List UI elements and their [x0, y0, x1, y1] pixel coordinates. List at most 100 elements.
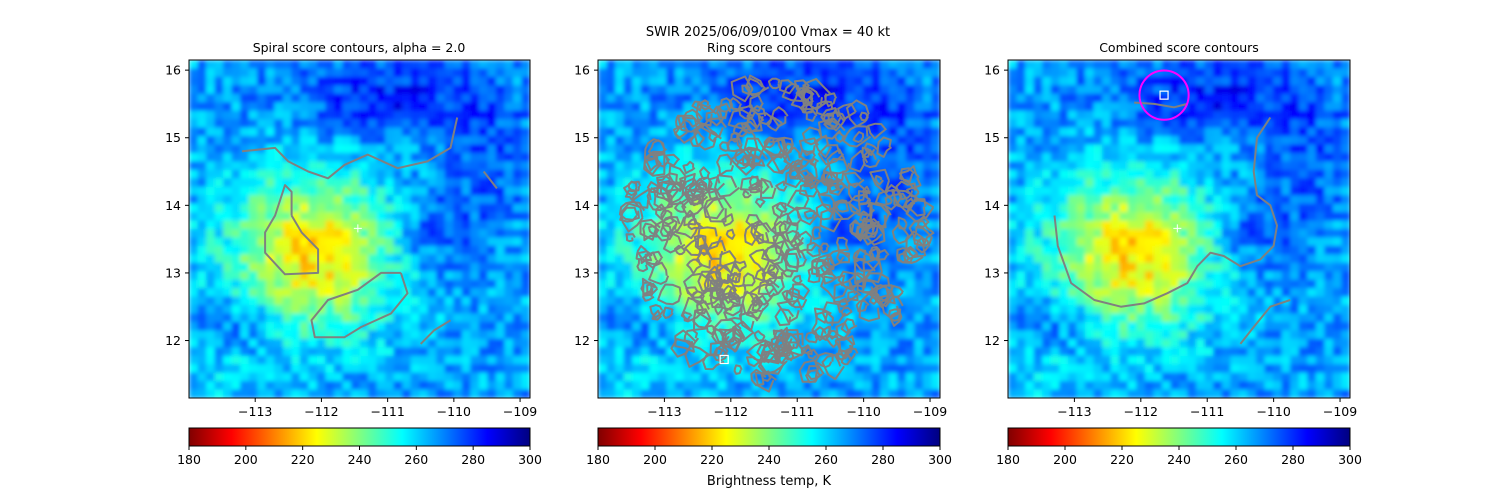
heatmap-cell: [1025, 305, 1035, 315]
heatmap-cell: [1196, 254, 1206, 264]
heatmap-cell: [1290, 220, 1300, 230]
heatmap-cell: [1298, 262, 1308, 272]
heatmap-cell: [376, 338, 386, 348]
heatmap-cell: [700, 372, 710, 382]
markers: [353, 224, 362, 233]
heatmap-cell: [820, 389, 830, 398]
heatmap-cell: [1230, 313, 1240, 323]
heatmap-cell: [376, 93, 386, 103]
heatmap-cell: [274, 229, 284, 239]
heatmap-cell: [1102, 254, 1112, 264]
heatmap-cell: [1315, 152, 1325, 162]
heatmap-cell: [419, 93, 429, 103]
heatmap-cell: [436, 195, 446, 205]
heatmap-cell: [769, 288, 779, 298]
heatmap-cell: [282, 144, 292, 154]
heatmap-cell: [419, 229, 429, 239]
heatmap-cell: [598, 220, 608, 230]
heatmap-cell: [1298, 220, 1308, 230]
heatmap-cell: [709, 237, 719, 247]
heatmap-cell: [1170, 76, 1180, 86]
heatmap-cell: [623, 60, 633, 70]
heatmap-cell: [666, 220, 676, 230]
heatmap-cell: [461, 102, 471, 112]
heatmap-cell: [444, 203, 454, 213]
heatmap-cell: [897, 305, 907, 315]
heatmap-cell: [1127, 229, 1137, 239]
heatmap-cell: [231, 279, 241, 289]
heatmap-cell: [914, 144, 924, 154]
contour-line: [708, 190, 719, 200]
heatmap-cell: [419, 203, 429, 213]
heatmap-cell: [931, 245, 940, 255]
heatmap-cell: [1170, 212, 1180, 222]
heatmap-cell: [1042, 68, 1052, 78]
heatmap-cell: [1281, 169, 1291, 179]
heatmap-cell: [240, 347, 250, 357]
heatmap-cell: [777, 262, 787, 272]
heatmap-cell: [1332, 136, 1343, 146]
heatmap-cell: [606, 161, 616, 171]
heatmap-cell: [419, 195, 429, 205]
heatmap-cell: [189, 85, 199, 95]
heatmap-cell: [265, 119, 275, 129]
heatmap-cell: [410, 262, 420, 272]
heatmap-cell: [683, 389, 693, 398]
heatmap-cell: [1076, 119, 1086, 129]
heatmap-cell: [274, 355, 284, 365]
heatmap-cell: [1324, 220, 1334, 230]
heatmap-cell: [248, 330, 258, 340]
heatmap-cell: [880, 355, 890, 365]
heatmap-cell: [1187, 102, 1197, 112]
heatmap-cell: [1324, 288, 1334, 298]
heatmap-cell: [931, 127, 940, 137]
heatmap-cell: [922, 245, 933, 255]
heatmap-cell: [333, 110, 344, 120]
heatmap-cell: [1136, 237, 1146, 247]
heatmap-cell: [683, 152, 693, 162]
heatmap-cell: [325, 313, 335, 323]
heatmap-cell: [623, 254, 633, 264]
heatmap-cell: [240, 313, 250, 323]
heatmap-cell: [1341, 254, 1350, 264]
heatmap-cell: [1008, 85, 1018, 95]
contour-line: [712, 318, 742, 343]
heatmap-cell: [1247, 229, 1257, 239]
heatmap-cell: [820, 127, 830, 137]
heatmap-cell: [1196, 195, 1206, 205]
heatmap-cell: [189, 68, 199, 78]
heatmap-cell: [1084, 136, 1095, 146]
heatmap-cell: [1264, 152, 1274, 162]
heatmap-cell: [1213, 119, 1223, 129]
heatmap-cell: [461, 288, 471, 298]
heatmap-cell: [657, 372, 667, 382]
heatmap-cell: [1341, 85, 1350, 95]
heatmap-cell: [683, 102, 693, 112]
heatmap-cell: [820, 85, 830, 95]
heatmap-cell: [931, 313, 940, 323]
heatmap-cell: [189, 144, 199, 154]
heatmap-cell: [1264, 119, 1274, 129]
heatmap-cell: [478, 364, 488, 374]
heatmap-cell: [1084, 212, 1095, 222]
heatmap-cell: [427, 321, 437, 331]
heatmap-cell: [931, 262, 940, 272]
heatmap-cell: [1281, 288, 1291, 298]
heatmap-cell: [1298, 102, 1308, 112]
heatmap-cell: [1084, 229, 1095, 239]
heatmap-cell: [453, 313, 463, 323]
heatmap-cell: [189, 338, 199, 348]
heatmap-cell: [897, 389, 907, 398]
heatmap-cell: [1238, 68, 1248, 78]
heatmap-cell: [257, 203, 267, 213]
heatmap-cell: [1307, 152, 1317, 162]
heatmap-cell: [1025, 102, 1035, 112]
heatmap-cell: [606, 262, 616, 272]
heatmap-cell: [922, 203, 933, 213]
heatmap-cell: [1204, 203, 1214, 213]
contour-line: [820, 274, 849, 300]
heatmap-cell: [1093, 60, 1103, 70]
heatmap-cell: [880, 381, 890, 391]
heatmap-cell: [257, 178, 267, 188]
heatmap-cell: [1204, 119, 1214, 129]
